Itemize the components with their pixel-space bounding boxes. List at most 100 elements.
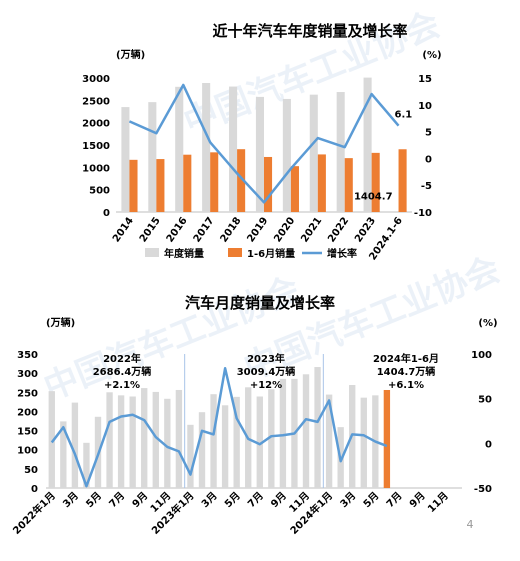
annotation-2022: 2022年 2686.4万辆 +2.1%: [93, 352, 152, 391]
annotation-2024-line3: +6.1%: [388, 380, 424, 391]
chart1-y-left-tick: 2000: [82, 119, 110, 130]
chart2-bar-monthly: [117, 395, 125, 488]
chart1-growth-line: [128, 83, 400, 204]
chart2-bar-monthly: [141, 388, 148, 488]
annotation-2022-line1: 2022年: [103, 352, 141, 365]
chart1-y-right-tick: -10: [414, 208, 432, 219]
chart2-bar-monthly: [152, 391, 159, 488]
chart1-x-tick: 2020: [272, 215, 297, 244]
chart1-x-tick: 2015: [138, 215, 163, 244]
annotation-2024-line1: 2024年1-6月: [373, 352, 439, 365]
chart2-y-left-tick: 100: [17, 446, 38, 457]
chart2-bar-monthly: [198, 412, 206, 488]
chart2-x-tick: 3月: [338, 490, 358, 510]
chart1-y-left-tick: 500: [89, 186, 110, 197]
chart1-bar-annual: [336, 92, 345, 212]
chart1-y-right-tick: -5: [421, 181, 432, 192]
chart1-bar-h1: [290, 166, 299, 212]
chart2-y-right-tick: -50: [474, 484, 492, 495]
chart2-bar-highlight: [383, 389, 391, 488]
chart1-x-tick: 2023: [353, 215, 378, 244]
chart2-bar-monthly: [233, 396, 240, 488]
chart2-bar-monthly: [175, 389, 183, 488]
chart1-x-tick: 2016: [165, 215, 190, 244]
chart2-bar-monthly: [71, 402, 79, 488]
chart1-x-tick: 2014: [111, 215, 136, 244]
annotation-2023-line2: 3009.4万辆: [237, 365, 296, 378]
chart1-y-left-tick: 3000: [82, 74, 110, 85]
chart1-bar-h1: [183, 154, 192, 212]
chart1-y-left-tick: 1000: [82, 163, 110, 174]
chart1-bar-annual: [148, 102, 157, 212]
chart1-y-right-tick: 15: [418, 74, 432, 85]
chart2-bar-monthly: [83, 442, 90, 488]
chart2-bar-monthly: [314, 367, 321, 488]
chart1-bar-annual: [309, 94, 318, 212]
chart1-bar-annual: [202, 83, 211, 212]
chart1-bar-h1: [398, 149, 407, 212]
chart2-y-right-tick: 100: [471, 350, 492, 361]
chart2-y-left-tick: 50: [24, 465, 38, 476]
chart2-bar-monthly: [360, 397, 367, 488]
chart2-y-left-tick: 0: [31, 484, 38, 495]
chart2-x-tick: 9月: [269, 490, 289, 510]
chart1-bar-annual: [229, 86, 238, 212]
chart2-x-tick: 7月: [245, 490, 265, 510]
chart1-bar-annual: [121, 107, 130, 212]
chart2-x-tick: 11月: [425, 490, 450, 515]
chart2-y-left-tick: 300: [17, 369, 38, 380]
chart2-growth-line: [50, 367, 388, 488]
annotation-2023-line1: 2023年: [247, 352, 285, 365]
chart1-right-unit: (%): [422, 50, 441, 61]
chart2-x-tick: 5月: [222, 490, 242, 510]
chart1-y-right-tick: 0: [425, 154, 432, 165]
legend-label-annual: 年度销量: [164, 247, 204, 260]
chart1-bar-h1: [264, 156, 273, 212]
chart2-y-left-tick: 150: [17, 427, 38, 438]
chart1-y-left-tick: 0: [103, 208, 110, 219]
chart2-x-tick: 3月: [61, 490, 81, 510]
annotation-2022-line3: +2.1%: [104, 380, 140, 391]
chart2-x-tick: 9月: [407, 490, 427, 510]
chart1-bar-annual: [363, 77, 372, 213]
chart2-x-tick: 7月: [384, 490, 404, 510]
chart2-x-tick: 7月: [107, 490, 127, 510]
chart2-x-tick: 3月: [199, 490, 219, 510]
legend-swatch-h1: [228, 248, 242, 257]
chart2-bar-monthly: [302, 374, 310, 488]
chart1-left-unit: (万辆): [116, 48, 145, 61]
chart1-y-right-tick: 10: [418, 101, 432, 112]
chart2-bar-monthly: [279, 378, 287, 488]
chart1-x-tick: 2022: [326, 215, 351, 244]
legend-label-growth: 增长率: [327, 247, 357, 260]
chart1-x-tick: 2017: [192, 215, 217, 244]
chart1-x-tick: 2018: [219, 215, 244, 244]
chart1-legend: 年度销量 1-6月销量 增长率: [145, 247, 357, 260]
chart2-bar-monthly: [256, 396, 263, 488]
chart2-bar-monthly: [268, 389, 275, 488]
chart1-bar-annual: [175, 86, 184, 212]
legend-swatch-annual: [145, 248, 159, 257]
annotation-2022-line2: 2686.4万辆: [93, 365, 152, 378]
chart2-y-left-tick: 350: [17, 350, 38, 361]
chart1-bar-h1: [237, 149, 246, 212]
chart1-bar-h1: [371, 152, 380, 212]
chart2-bar-monthly: [129, 396, 136, 488]
chart1-data-label-growth: 6.1: [395, 110, 413, 121]
chart1-bar-annual: [282, 98, 291, 212]
chart2-bar-monthly: [325, 394, 333, 488]
chart1-y-left-tick: 1500: [82, 141, 110, 152]
chart2-bar-monthly: [164, 398, 171, 488]
chart2-bar-monthly: [48, 391, 55, 488]
chart1-data-label-h1: 1404.7: [354, 191, 393, 202]
page-number: 4: [467, 518, 474, 531]
chart1-y-left-tick: 2500: [82, 96, 110, 107]
chart1-title: 近十年汽车年度销量及增长率: [212, 22, 407, 40]
chart2-y-right-tick: 0: [485, 439, 492, 450]
annotation-2023-line3: +12%: [250, 380, 282, 391]
chart2-bar-monthly: [187, 424, 194, 488]
chart2-x-tick: 5月: [84, 490, 104, 510]
annotation-2024: 2024年1-6月 1404.7万辆 +6.1%: [373, 352, 439, 391]
